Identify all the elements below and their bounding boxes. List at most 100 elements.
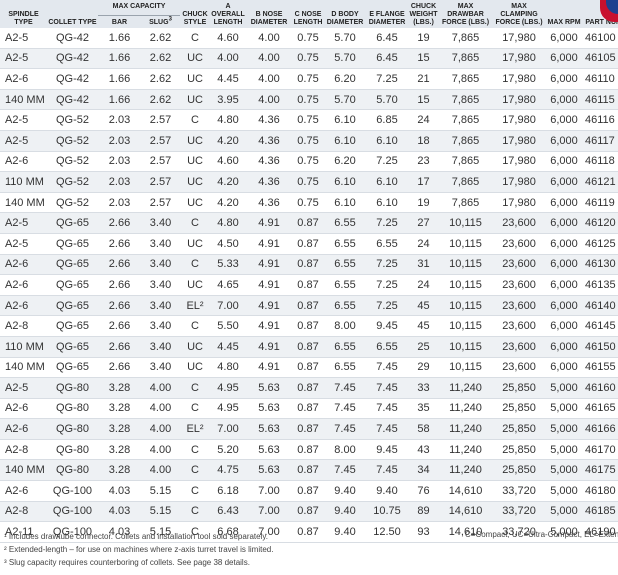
cell-collet: QG-80 — [47, 418, 98, 440]
cell-a-length: 3.95 — [210, 89, 247, 111]
cell-d-body-dia: 6.10 — [324, 192, 367, 214]
footnote-1: ¹ Includes drawtube connector. Collets a… — [4, 532, 269, 541]
cell-bar: 1.66 — [98, 48, 141, 70]
cell-drawbar: 7,865 — [439, 28, 493, 49]
cell-e-flange-dia: 9.45 — [366, 439, 409, 461]
cell-slug: 4.00 — [141, 439, 181, 461]
cell-part: 46118 — [582, 151, 618, 173]
cell-spindle: A2-6 — [0, 295, 47, 317]
cell-collet: QG-42 — [47, 28, 98, 49]
cell-collet: QG-80 — [47, 459, 98, 482]
cell-rpm: 6,000 — [546, 233, 583, 255]
cell-style: UC — [180, 151, 211, 173]
cell-drawbar: 7,865 — [439, 192, 493, 214]
cell-e-flange-dia: 10.75 — [366, 501, 409, 523]
cell-slug: 2.57 — [141, 171, 181, 193]
header-c-nose-length: C Nose Length — [292, 0, 325, 28]
spec-table-container: Spindle Type Collet Type Max Capacity Ch… — [0, 0, 618, 543]
header-spindle-type: Spindle Type — [0, 0, 47, 28]
cell-c-nose-len: 0.75 — [292, 130, 325, 152]
cell-bar: 2.03 — [98, 130, 141, 152]
cell-style: C — [180, 28, 211, 49]
cell-b-nose-dia: 4.91 — [246, 254, 293, 276]
header-a-overall-length: A Overall Length — [210, 0, 247, 28]
cell-style: C — [180, 315, 211, 337]
cell-c-nose-len: 0.87 — [292, 501, 325, 523]
table-row: A2-6 QG-65 2.66 3.40 EL² 7.00 4.91 0.87 6.55 7.25… — [0, 295, 618, 317]
cell-collet: QG-65 — [47, 274, 98, 296]
cell-collet: QG-42 — [47, 68, 98, 90]
cell-slug: 5.15 — [141, 480, 181, 502]
cell-part: 46150 — [582, 336, 618, 358]
cell-part: 46105 — [582, 48, 618, 70]
cell-part: 46180 — [582, 480, 618, 502]
cell-rpm: 5,000 — [546, 398, 583, 420]
cell-clamping: 23,600 — [492, 336, 547, 358]
cell-bar: 3.28 — [98, 459, 141, 482]
cell-d-body-dia: 7.45 — [324, 377, 367, 399]
table-row: A2-5 QG-65 2.66 3.40 UC 4.50 4.91 0.87 6.55 6.55 2… — [0, 233, 618, 255]
cell-a-length: 4.60 — [210, 28, 247, 49]
cell-d-body-dia: 8.00 — [324, 439, 367, 461]
cell-spindle: A2-5 — [0, 109, 47, 131]
cell-style: EL² — [180, 295, 211, 317]
header-collet-type: Collet Type — [47, 0, 98, 28]
cell-d-body-dia: 6.55 — [324, 295, 367, 317]
cell-d-body-dia: 5.70 — [324, 89, 367, 111]
cell-b-nose-dia: 4.00 — [246, 48, 293, 70]
cell-weight: 27 — [408, 212, 440, 234]
cell-drawbar: 14,610 — [439, 521, 493, 543]
cell-weight: 89 — [408, 501, 440, 523]
cell-collet: QG-42 — [47, 89, 98, 111]
cell-d-body-dia: 5.70 — [324, 28, 367, 49]
cell-weight: 24 — [408, 274, 440, 296]
cell-slug: 3.40 — [141, 315, 181, 337]
cell-clamping: 23,600 — [492, 212, 547, 234]
cell-c-nose-len: 0.87 — [292, 418, 325, 440]
cell-part: 46170 — [582, 439, 618, 461]
cell-bar: 2.03 — [98, 171, 141, 193]
chuck-style-legend: C=Compact, UC=Ultra-Compact, EL=Extended — [465, 530, 618, 539]
cell-a-length: 4.00 — [210, 48, 247, 70]
cell-b-nose-dia: 4.91 — [246, 274, 293, 296]
cell-clamping: 23,600 — [492, 295, 547, 317]
cell-style: C — [180, 501, 211, 523]
cell-collet: QG-65 — [47, 336, 98, 358]
cell-style: C — [180, 480, 211, 502]
table-row: 140 MM QG-80 3.28 4.00 C 4.75 5.63 0.87 7.45 7.45… — [0, 459, 618, 482]
cell-spindle: 110 MM — [0, 171, 47, 193]
cell-e-flange-dia: 6.10 — [366, 192, 409, 214]
cell-spindle: A2-6 — [0, 68, 47, 90]
cell-weight: 93 — [408, 521, 440, 543]
cell-a-length: 6.68 — [210, 521, 247, 543]
cell-c-nose-len: 0.75 — [292, 171, 325, 193]
cell-clamping: 17,980 — [492, 48, 547, 70]
cell-style: C — [180, 398, 211, 420]
cell-a-length: 4.60 — [210, 151, 247, 173]
cell-drawbar: 10,115 — [439, 295, 493, 317]
header-max-drawbar-force: Max Drawbar Force (lbs.) — [439, 0, 493, 28]
cell-collet: QG-52 — [47, 171, 98, 193]
cell-e-flange-dia: 6.10 — [366, 171, 409, 193]
cell-bar: 2.66 — [98, 233, 141, 255]
cell-e-flange-dia: 7.45 — [366, 398, 409, 420]
cell-c-nose-len: 0.87 — [292, 274, 325, 296]
cell-c-nose-len: 0.87 — [292, 439, 325, 461]
cell-rpm: 5,000 — [546, 418, 583, 440]
header-e-flange-diameter: E Flange Diameter — [366, 0, 409, 28]
cell-rpm: 6,000 — [546, 315, 583, 337]
cell-drawbar: 10,115 — [439, 254, 493, 276]
cell-drawbar: 11,240 — [439, 418, 493, 440]
cell-slug: 2.57 — [141, 151, 181, 173]
cell-style: EL² — [180, 418, 211, 440]
cell-e-flange-dia: 7.45 — [366, 418, 409, 440]
cell-a-length: 4.80 — [210, 212, 247, 234]
cell-clamping: 25,850 — [492, 439, 547, 461]
cell-b-nose-dia: 4.00 — [246, 68, 293, 90]
cell-weight: 19 — [408, 192, 440, 214]
cell-style: UC — [180, 357, 211, 379]
cell-collet: QG-52 — [47, 151, 98, 173]
cell-e-flange-dia: 7.25 — [366, 254, 409, 276]
cell-weight: 45 — [408, 315, 440, 337]
cell-b-nose-dia: 7.00 — [246, 501, 293, 523]
